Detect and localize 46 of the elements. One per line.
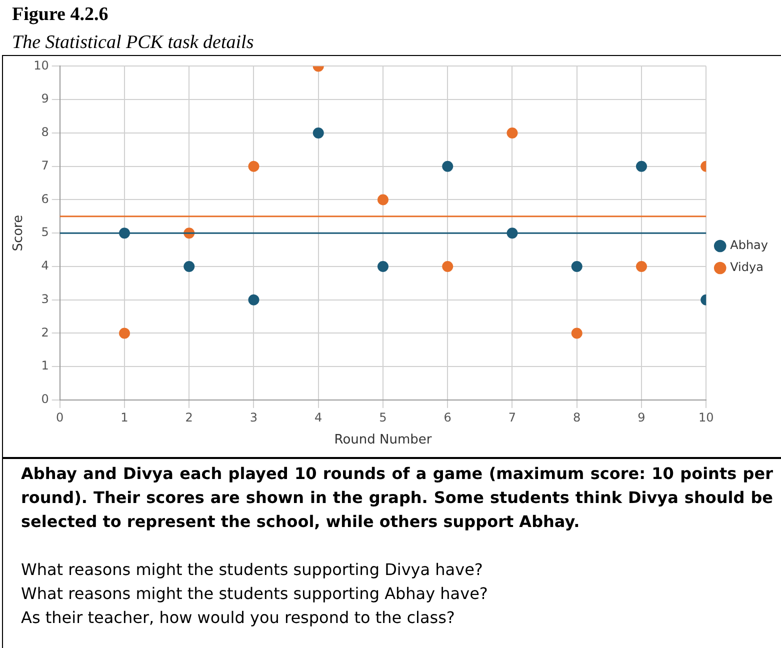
point [636,160,647,172]
y-tick-label: 2 [41,325,49,340]
point [571,328,582,339]
point [184,260,195,272]
point [442,160,454,172]
y-axis-title: Score [11,214,26,252]
y-tick-label: 10 [34,58,49,72]
y-tick-label: 7 [41,158,49,172]
point [442,260,454,272]
chart-title: Figure 4.2.6 [12,4,108,26]
point [312,127,324,138]
x-tick-label: 2 [185,410,193,424]
y-tick-label: 1 [41,358,49,373]
y-tick-label: 9 [41,92,49,106]
point [377,194,388,206]
x-tick-label: 3 [250,410,258,424]
x-axis-title: Round Number [334,432,432,448]
y-tick-label: 6 [41,192,49,206]
point [248,294,260,306]
x-tick-label: 5 [379,410,387,424]
point [118,328,130,339]
y-tick-label: 8 [41,125,49,140]
text: Abhay and Divya each played 10 rounds of a game (maximum score: 10 points per round). Their scores are shown in the graph. Some students think Divya should be selected to represent the school, while others support Abhay. [21,463,773,533]
x-tick-label: 4 [314,410,322,424]
x-tick-label: 9 [638,410,646,424]
x-tick-label: 8 [573,410,581,424]
x-tick-label: 10 [698,410,714,424]
point [377,260,388,272]
x-tick-label: 6 [444,410,452,424]
legend-label: Abhay [730,238,768,252]
text: As their teacher, how would you respond to the class? [21,607,456,629]
y-tick-label: 3 [41,292,49,306]
x-tick-label: 0 [56,410,64,424]
point [506,127,518,138]
x-tick-label: 1 [120,410,128,424]
point [636,260,647,272]
y-tick-label: 4 [41,258,49,273]
x-tick-label: 7 [508,410,516,424]
legend-label: Vidya [730,260,764,274]
chart-subtitle: The Statistical PCK task details [12,32,254,54]
y-tick-label: 5 [41,225,49,240]
point [571,260,582,272]
text: What reasons might the students supporting Abhay have? [21,583,489,605]
y-tick-label: 0 [41,392,49,406]
point [248,160,260,172]
text: What reasons might the students supporting Divya have? [21,559,484,581]
